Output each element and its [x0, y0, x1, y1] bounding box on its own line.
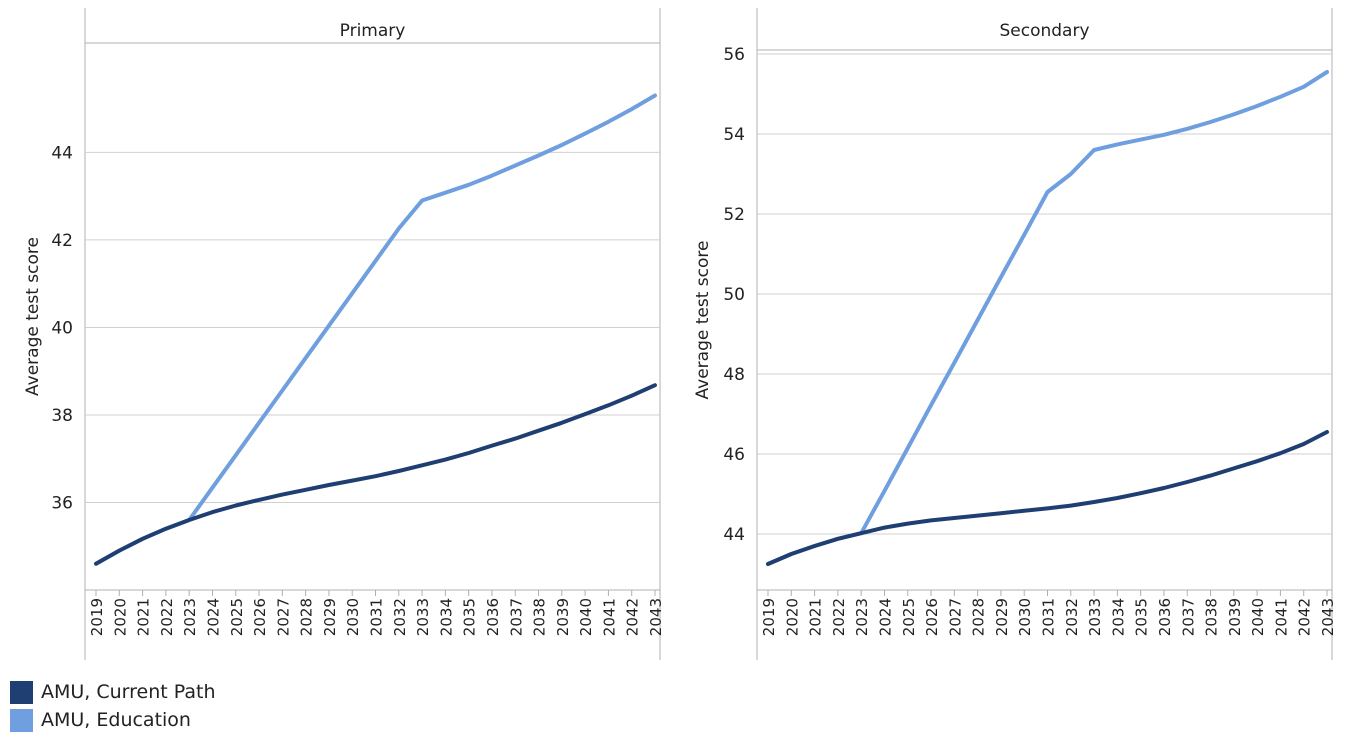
- x-tick-label: 2030: [1016, 598, 1034, 636]
- x-tick-label: 2033: [1086, 598, 1104, 636]
- x-tick-label: 2022: [830, 598, 848, 636]
- x-tick-label: 2034: [1109, 598, 1127, 636]
- x-tick-label: 2043: [647, 598, 665, 636]
- x-tick-label: 2020: [111, 598, 129, 636]
- x-tick-label: 2039: [554, 598, 572, 636]
- y-tick-label: 36: [51, 493, 73, 513]
- x-tick-label: 2036: [484, 598, 502, 636]
- y-tick-label: 42: [51, 231, 73, 251]
- y-tick-label: 40: [51, 318, 73, 338]
- series-line-amu-current-path: [766, 430, 1329, 566]
- y-axis-label: Average test score: [23, 237, 43, 396]
- x-tick-label: 2023: [181, 598, 199, 636]
- x-tick-label: 2039: [1226, 598, 1244, 636]
- legend-item-education: AMU, Education: [10, 706, 216, 734]
- series-line-amu-education: [94, 93, 657, 566]
- y-tick-label: 44: [723, 525, 745, 545]
- legend-label-education: AMU, Education: [41, 709, 191, 731]
- x-tick-label: 2032: [1063, 598, 1081, 636]
- x-tick-label: 2042: [624, 598, 642, 636]
- x-tick-label: 2022: [158, 598, 176, 636]
- x-tick-label: 2036: [1156, 598, 1174, 636]
- y-tick-label: 52: [723, 205, 745, 225]
- legend: AMU, Current Path AMU, Education: [10, 678, 216, 734]
- x-tick-label: 2019: [760, 598, 778, 636]
- x-tick-label: 2038: [531, 598, 549, 636]
- panel-secondary: Secondary 44 46 48 50 52 54 56 Average test scor…: [693, 8, 1337, 660]
- x-tick-label: 2037: [507, 598, 525, 636]
- x-tick-label: 2027: [946, 598, 964, 636]
- x-tick-label: 2027: [274, 598, 292, 636]
- x-tick-label: 2029: [993, 598, 1011, 636]
- x-tick-label: 2028: [970, 598, 988, 636]
- chart-area: Primary 36 38 40 42 44 Average test score 2019 2…: [23, 8, 1337, 660]
- x-tick-label: 2035: [1133, 598, 1151, 636]
- y-tick-label: 56: [723, 45, 745, 65]
- x-tick-label: 2028: [298, 598, 316, 636]
- y-tick-label: 38: [51, 406, 73, 426]
- x-tick-label: 2026: [251, 598, 269, 636]
- x-tick-label: 2031: [368, 598, 386, 636]
- x-tick-label: 2021: [135, 598, 153, 636]
- x-tick-label: 2034: [437, 598, 455, 636]
- x-tick-label: 2031: [1040, 598, 1058, 636]
- y-tick-label: 54: [723, 125, 745, 145]
- x-tick-label: 2041: [600, 598, 618, 636]
- x-tick-label: 2019: [88, 598, 106, 636]
- panel-title-secondary: Secondary: [999, 21, 1089, 41]
- legend-swatch-education: [10, 708, 33, 732]
- x-tick-label: 2023: [853, 598, 871, 636]
- series-line-amu-education: [766, 70, 1329, 566]
- x-tick-label: 2026: [923, 598, 941, 636]
- y-axis-label: Average test score: [693, 241, 713, 400]
- x-tick-label: 2032: [391, 598, 409, 636]
- x-tick-label: 2043: [1319, 598, 1337, 636]
- x-tick-label: 2020: [783, 598, 801, 636]
- panel-primary: Primary 36 38 40 42 44 Average test score 2019 2…: [23, 8, 665, 660]
- x-tick-label: 2024: [876, 598, 894, 636]
- x-tick-label: 2037: [1179, 598, 1197, 636]
- x-tick-label: 2025: [228, 598, 246, 636]
- x-tick-label: 2038: [1203, 598, 1221, 636]
- y-tick-label: 46: [723, 445, 745, 465]
- x-tick-label: 2029: [321, 598, 339, 636]
- x-tick-label: 2025: [900, 598, 918, 636]
- x-tick-label: 2040: [577, 598, 595, 636]
- legend-swatch-current-path: [10, 680, 33, 704]
- x-tick-label: 2030: [344, 598, 362, 636]
- x-tick-label: 2033: [414, 598, 432, 636]
- x-tick-label: 2041: [1272, 598, 1290, 636]
- x-tick-label: 2042: [1296, 598, 1314, 636]
- legend-item-current-path: AMU, Current Path: [10, 678, 216, 706]
- x-tick-label: 2040: [1249, 598, 1267, 636]
- legend-label-current-path: AMU, Current Path: [41, 681, 216, 703]
- panel-title-primary: Primary: [340, 21, 406, 41]
- series-line-amu-current-path: [94, 383, 657, 566]
- y-tick-label: 44: [51, 143, 73, 163]
- x-tick-label: 2035: [461, 598, 479, 636]
- x-tick-label: 2021: [807, 598, 825, 636]
- y-tick-label: 50: [723, 285, 745, 305]
- y-tick-label: 48: [723, 365, 745, 385]
- x-tick-label: 2024: [204, 598, 222, 636]
